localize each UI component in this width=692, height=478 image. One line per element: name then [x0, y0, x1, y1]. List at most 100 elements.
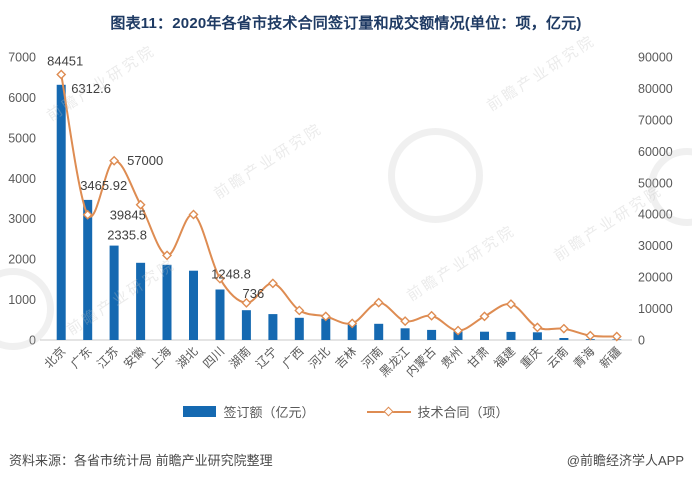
x-axis-label-湖北: 湖北 [173, 344, 201, 372]
x-axis-label-云南: 云南 [543, 344, 571, 372]
data-label-line-广东: 39845 [110, 208, 146, 223]
line-marker-内蒙古 [426, 310, 437, 321]
bar-series-swatch-icon [183, 406, 217, 417]
legend-item-line-series[interactable]: 技术合同（项） [366, 402, 509, 421]
bar-重庆 [532, 332, 542, 340]
bar-黑龙江 [400, 328, 410, 340]
x-axis-label-上海: 上海 [147, 344, 175, 372]
line-marker-青海 [585, 330, 596, 341]
y-axis-tick-right: 10000 [638, 302, 673, 316]
y-axis-tick-right: 20000 [638, 271, 673, 285]
bar-北京 [56, 84, 66, 340]
line-marker-新疆 [611, 331, 622, 342]
x-axis-label-新疆: 新疆 [596, 344, 624, 372]
bar-甘肃 [480, 331, 489, 340]
x-axis-label-青海: 青海 [570, 344, 598, 372]
x-axis-label-甘肃: 甘肃 [465, 344, 492, 371]
footer: 资料来源：各省市统计局 前瞻产业研究院整理 @前瞻经济学人APP [0, 450, 692, 469]
line-series-swatch-icon [366, 405, 411, 418]
x-axis-label-辽宁: 辽宁 [252, 344, 280, 372]
data-label-bar-湖南: 736 [243, 286, 265, 301]
line-marker-贵州 [453, 325, 464, 336]
line-marker-安徽 [135, 199, 146, 210]
x-axis-label-河北: 河北 [306, 344, 333, 371]
bar-湖南 [241, 310, 251, 340]
bar-辽宁 [268, 314, 278, 340]
bar-河南 [374, 323, 384, 340]
line-marker-吉林 [347, 318, 358, 329]
source-note: 资料来源：各省市统计局 前瞻产业研究院整理 [9, 453, 273, 468]
brand-credit: @前瞻经济学人APP [566, 453, 684, 468]
line-marker-上海 [162, 250, 173, 261]
bar-上海 [162, 264, 172, 340]
x-axis-label-贵州: 贵州 [438, 344, 465, 371]
legend-item-bar-series[interactable]: 签订额（亿元） [183, 402, 315, 421]
bar-广东 [83, 199, 93, 340]
line-marker-湖南 [241, 297, 252, 308]
x-axis-label-内蒙古: 内蒙古 [403, 344, 439, 380]
y-axis-tick-left: 6000 [8, 91, 36, 105]
legend-label-line: 技术合同（项） [417, 405, 509, 420]
x-axis-label-北京: 北京 [41, 344, 68, 371]
line-marker-甘肃 [479, 311, 490, 322]
x-axis-label-湖南: 湖南 [226, 344, 254, 372]
y-axis-tick-left: 5000 [8, 131, 36, 145]
y-axis-tick-right: 90000 [638, 51, 673, 65]
line-marker-重庆 [532, 322, 543, 333]
line-marker-河北 [320, 311, 331, 322]
data-label-line-北京: 84451 [47, 53, 83, 68]
bar-安徽 [136, 262, 146, 340]
bar-河北 [321, 318, 331, 340]
y-axis-tick-right: 0 [638, 334, 645, 348]
data-label-bar-江苏: 2335.8 [107, 228, 147, 243]
x-axis-label-安徽: 安徽 [120, 344, 148, 372]
diamond-marker-icon [383, 406, 393, 417]
y-axis-tick-right: 80000 [638, 82, 673, 96]
bar-内蒙古 [427, 329, 437, 340]
data-label-bar-广东: 3465.92 [80, 178, 127, 193]
bar-贵州 [453, 331, 463, 340]
data-label-bar-北京: 6312.6 [71, 81, 111, 96]
x-axis-label-吉林: 吉林 [332, 344, 359, 371]
line-marker-北京 [56, 69, 67, 80]
line-marker-云南 [558, 323, 569, 334]
line-marker-黑龙江 [400, 316, 411, 327]
x-axis-label-四川: 四川 [200, 344, 227, 371]
legend-label-bar: 签订额（亿元） [223, 405, 315, 420]
chart-title: 图表11：2020年各省市技术合同签订量和成交额情况(单位：项，亿元) [110, 15, 582, 32]
bar-福建 [506, 331, 516, 340]
y-axis-tick-left: 3000 [8, 212, 36, 226]
x-axis-label-重庆: 重庆 [518, 344, 545, 371]
x-axis-label-福建: 福建 [490, 344, 518, 372]
y-axis-tick-right: 50000 [638, 176, 673, 190]
y-axis-tick-left: 0 [29, 334, 36, 348]
line-marker-河南 [373, 297, 384, 308]
bar-广西 [294, 317, 304, 340]
y-axis-tick-left: 2000 [8, 253, 36, 267]
line-marker-广东 [82, 209, 93, 220]
data-label-line-江苏: 57000 [127, 153, 163, 168]
line-marker-广西 [294, 305, 305, 316]
x-axis-label-广西: 广西 [280, 344, 307, 371]
y-axis-tick-right: 60000 [638, 145, 673, 159]
legend: 签订额（亿元） 技术合同（项） [0, 402, 692, 421]
bar-吉林 [347, 324, 357, 340]
line-marker-江苏 [109, 155, 120, 166]
y-axis-tick-left: 7000 [8, 51, 36, 65]
y-axis-tick-right: 70000 [638, 113, 673, 127]
data-label-bar-四川: 1248.8 [211, 267, 251, 282]
x-axis-label-江苏: 江苏 [94, 344, 121, 371]
y-axis-tick-left: 1000 [8, 293, 36, 307]
line-marker-湖北 [188, 209, 199, 220]
line-marker-四川 [214, 273, 225, 284]
bar-云南 [559, 338, 569, 340]
y-axis-tick-left: 4000 [8, 172, 36, 186]
bar-四川 [215, 289, 225, 340]
bar-江苏 [109, 245, 119, 340]
bar-湖北 [189, 270, 198, 340]
y-axis-tick-right: 30000 [638, 239, 673, 253]
x-axis-label-广东: 广东 [68, 344, 95, 371]
line-marker-福建 [505, 299, 516, 310]
